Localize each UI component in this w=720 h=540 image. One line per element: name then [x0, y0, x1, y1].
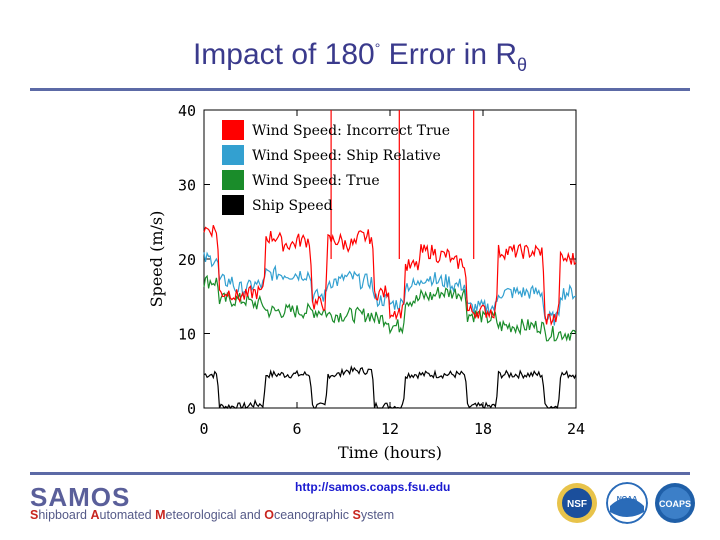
- y-tick-label: 0: [187, 400, 196, 418]
- samos-logo-text: SAMOS: [30, 482, 131, 512]
- svg-text:NOAA: NOAA: [617, 496, 638, 503]
- series-line-1: [203, 251, 577, 326]
- coaps-logo: COAPS: [655, 483, 695, 523]
- legend-label-1: Wind Speed: Ship Relative: [252, 148, 441, 164]
- svg-text:NSF: NSF: [567, 499, 587, 510]
- legend-swatch-1: [222, 145, 244, 165]
- svg-text:COAPS: COAPS: [659, 499, 691, 509]
- series-line-3: [203, 365, 577, 410]
- plot-frame: [203, 109, 577, 409]
- legend-label-3: Ship Speed: [252, 198, 333, 214]
- nsf-logo: NSF: [557, 483, 597, 523]
- x-axis-label: Time (hours): [338, 443, 442, 462]
- legend-swatch-2: [222, 170, 244, 190]
- footer-divider: [30, 472, 690, 475]
- samos-subtitle: Shipboard Automated Meteorological and O…: [30, 508, 395, 522]
- x-tick-label: 0: [199, 420, 208, 438]
- legend-swatch-0: [222, 120, 244, 140]
- series-line-0: [203, 224, 577, 327]
- legend-swatch-3: [222, 195, 244, 215]
- y-tick-label: 40: [178, 102, 196, 120]
- legend-label-0: Wind Speed: Incorrect True: [252, 123, 450, 139]
- y-tick-label: 10: [178, 326, 196, 344]
- legend-label-2: Wind Speed: True: [252, 173, 380, 189]
- url-link[interactable]: http://samos.coaps.fsu.edu: [295, 480, 451, 494]
- x-tick-label: 6: [292, 420, 301, 438]
- y-tick-label: 20: [178, 251, 196, 269]
- noaa-logo: NOAA: [606, 482, 648, 524]
- page-title: Impact of 180° Error in Rθ: [192, 38, 528, 75]
- x-tick-label: 12: [381, 420, 399, 438]
- y-axis-label: Speed (m/s): [148, 211, 166, 308]
- x-tick-label: 18: [474, 420, 492, 438]
- x-tick-label: 24: [567, 420, 585, 438]
- title-divider: [30, 88, 690, 91]
- y-tick-label: 30: [178, 177, 196, 195]
- chart: 0 10 20 30 40 0 6 12 18 24 Time (hours) Speed (m/s)…: [148, 102, 585, 462]
- series-line-2: [203, 274, 577, 342]
